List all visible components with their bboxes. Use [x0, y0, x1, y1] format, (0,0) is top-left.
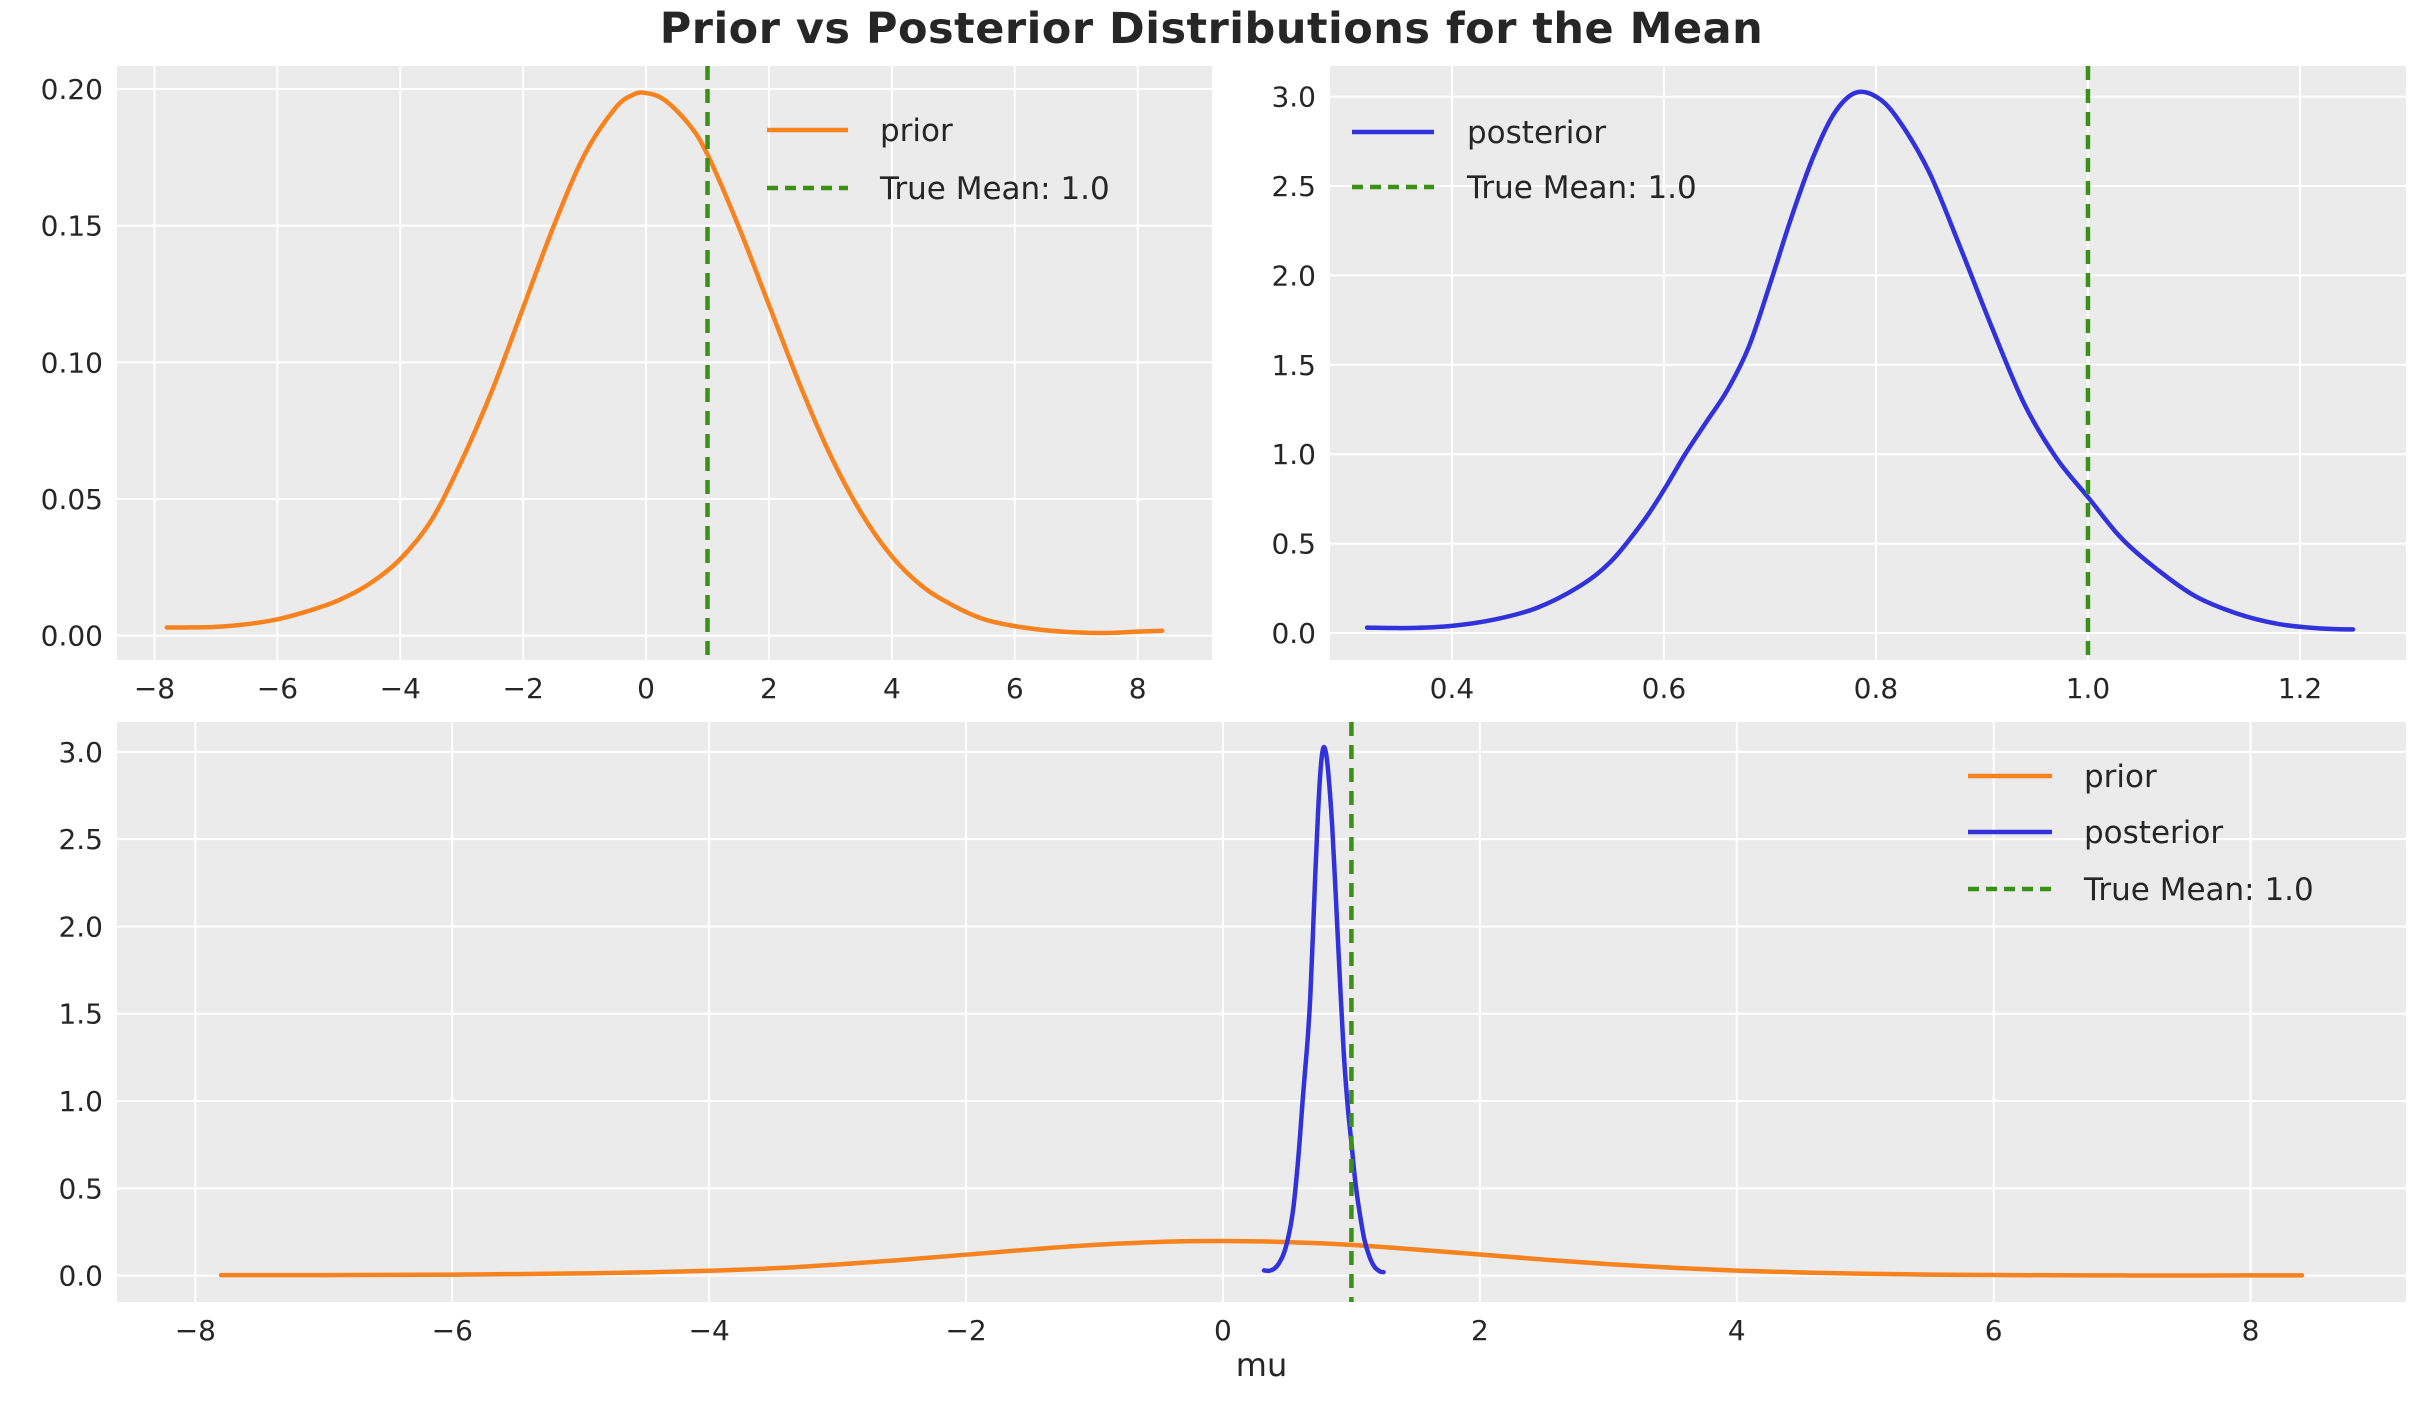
y-tick-label: 1.5: [1271, 349, 1316, 382]
x-tick-label: 4: [883, 672, 901, 705]
tick-labels: 0.4 0.6 0.8 1.0 1.2 0.0 0.5 1.0 1.5 2.0 2.5 3.0: [1271, 81, 2322, 705]
posterior-curve: [1364, 89, 2356, 632]
x-tick-label: 2: [1471, 1314, 1489, 1347]
y-tick-label: 3.0: [1271, 81, 1316, 114]
x-axis-label: mu: [1235, 1346, 1288, 1384]
x-tick-label: −4: [380, 672, 421, 705]
legend-label-posterior: posterior: [1467, 115, 1606, 151]
x-tick-label: 8: [2242, 1314, 2260, 1347]
y-tick-label: 0.0: [1271, 617, 1316, 650]
legend-label-prior: prior: [2084, 759, 2157, 795]
legend: prior True Mean: 1.0: [767, 113, 1110, 207]
x-tick-label: 0: [637, 672, 655, 705]
y-tick-label: 2.0: [1271, 259, 1316, 292]
legend-label-true_mean: True Mean: 1.0: [2083, 872, 2314, 908]
y-tick-label: 0.05: [41, 483, 103, 516]
y-tick-label: 0.10: [41, 346, 103, 379]
x-tick-label: 8: [1129, 672, 1147, 705]
prior-curve: [218, 1238, 2305, 1278]
x-tick-label: −2: [945, 1314, 986, 1347]
tick-labels: −8 −6 −4 −2 0 2 4 6 8 0.00 0.05 0.10 0.15 0.20: [41, 73, 1147, 705]
legend-label-posterior: posterior: [2084, 815, 2223, 851]
gridlines: [117, 722, 2406, 1302]
x-tick-label: 1.0: [2066, 672, 2111, 705]
y-tick-label: 0.20: [41, 73, 103, 106]
x-tick-label: −6: [257, 672, 298, 705]
y-tick-label: 1.0: [58, 1085, 103, 1118]
plot-background: [1330, 66, 2406, 660]
y-tick-label: 3.0: [58, 736, 103, 769]
y-tick-label: 0.0: [58, 1260, 103, 1293]
x-tick-label: 6: [1985, 1314, 2003, 1347]
posterior-curve: [1261, 744, 1386, 1275]
x-tick-label: 1.2: [2278, 672, 2323, 705]
combined-subplot: −8 −6 −4 −2 0 2 4 6 80.00.51.01.52.02.53.0priorp…: [58, 722, 2406, 1347]
chart-title: Prior vs Posterior Distributions for the…: [659, 4, 1764, 54]
x-tick-label: 0.6: [1642, 672, 1687, 705]
x-tick-label: 0.8: [1854, 672, 1899, 705]
y-tick-label: 0.5: [1271, 528, 1316, 561]
legend: prior posterior True Mean: 1.0: [1968, 759, 2314, 908]
y-tick-label: 0.5: [58, 1172, 103, 1205]
x-tick-label: −4: [689, 1314, 730, 1347]
y-tick-label: 2.0: [58, 910, 103, 943]
legend-label-true_mean: True Mean: 1.0: [879, 171, 1110, 207]
y-tick-label: 0.15: [41, 210, 103, 243]
y-tick-label: 1.5: [58, 998, 103, 1031]
x-tick-label: 0.4: [1430, 672, 1475, 705]
x-tick-label: −8: [134, 672, 175, 705]
y-tick-label: 0.00: [41, 620, 103, 653]
legend-label-prior: prior: [880, 113, 953, 149]
legend: posterior True Mean: 1.0: [1352, 115, 1697, 206]
y-tick-label: 1.0: [1271, 438, 1316, 471]
prior-subplot: −8 −6 −4 −2 0 2 4 6 8 0.00 0.05 0.10 0.15 0.20 prior Tr…: [41, 66, 1212, 705]
x-tick-label: −6: [432, 1314, 473, 1347]
x-tick-label: 4: [1728, 1314, 1746, 1347]
x-tick-label: −2: [503, 672, 544, 705]
prior-curve: [164, 90, 1165, 636]
gridlines: [117, 66, 1212, 660]
x-tick-label: 2: [760, 672, 778, 705]
y-tick-label: 2.5: [58, 823, 103, 856]
x-tick-label: −8: [175, 1314, 216, 1347]
plot-background: [117, 722, 2406, 1302]
tick-labels: −8 −6 −4 −2 0 2 4 6 8 0.0 0.5 1.0 1.5 2.0 2.5 3.0: [58, 736, 2259, 1347]
x-tick-label: 0: [1214, 1314, 1232, 1347]
posterior-subplot: 0.4 0.6 0.8 1.0 1.2 0.0 0.5 1.0 1.5 2.0 2.5 3.0 post…: [1271, 66, 2406, 705]
legend-label-true_mean: True Mean: 1.0: [1466, 170, 1697, 206]
x-tick-label: 6: [1006, 672, 1024, 705]
y-tick-label: 2.5: [1271, 170, 1316, 203]
